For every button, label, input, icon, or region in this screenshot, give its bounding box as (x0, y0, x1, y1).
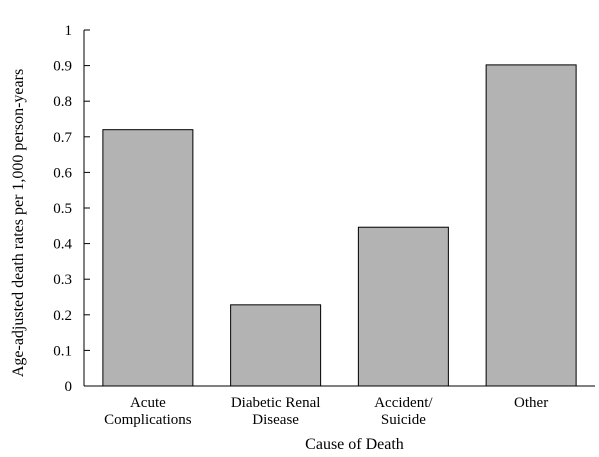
y-tick-label: 0.9 (53, 59, 72, 75)
y-tick-label: 0.6 (53, 165, 72, 181)
y-tick-label: 1 (65, 23, 73, 39)
y-tick-label: 0.7 (53, 130, 72, 146)
bars-group (102, 64, 577, 387)
y-tick-label: 0.3 (53, 272, 72, 288)
x-category-label: Complications (104, 412, 192, 428)
y-tick-label: 0.8 (53, 94, 72, 110)
x-category-label: Accident/ (374, 395, 433, 411)
bar (230, 304, 322, 387)
y-axis-title: Age-adjusted death rates per 1,000 perso… (10, 69, 27, 377)
x-category-label: Suicide (381, 412, 426, 428)
bar (485, 64, 577, 387)
y-axis-ticks: 0 0.1 0.2 0.3 0.4 0.5 0.6 0.7 0.8 0.9 1 (53, 23, 90, 395)
bar (357, 226, 449, 387)
x-category-label: Diabetic Renal (231, 395, 321, 411)
x-category-label: Other (514, 395, 548, 411)
x-category-label: Disease (252, 412, 299, 428)
y-tick-label: 0.1 (53, 343, 72, 359)
y-tick-label: 0.2 (53, 308, 72, 324)
y-tick-label: 0.5 (53, 201, 72, 217)
y-tick-label: 0.4 (53, 237, 72, 253)
bar (102, 129, 194, 387)
y-tick-label: 0 (65, 379, 73, 395)
x-category-label: Acute (130, 395, 166, 411)
x-axis-title: Cause of Death (305, 436, 404, 453)
